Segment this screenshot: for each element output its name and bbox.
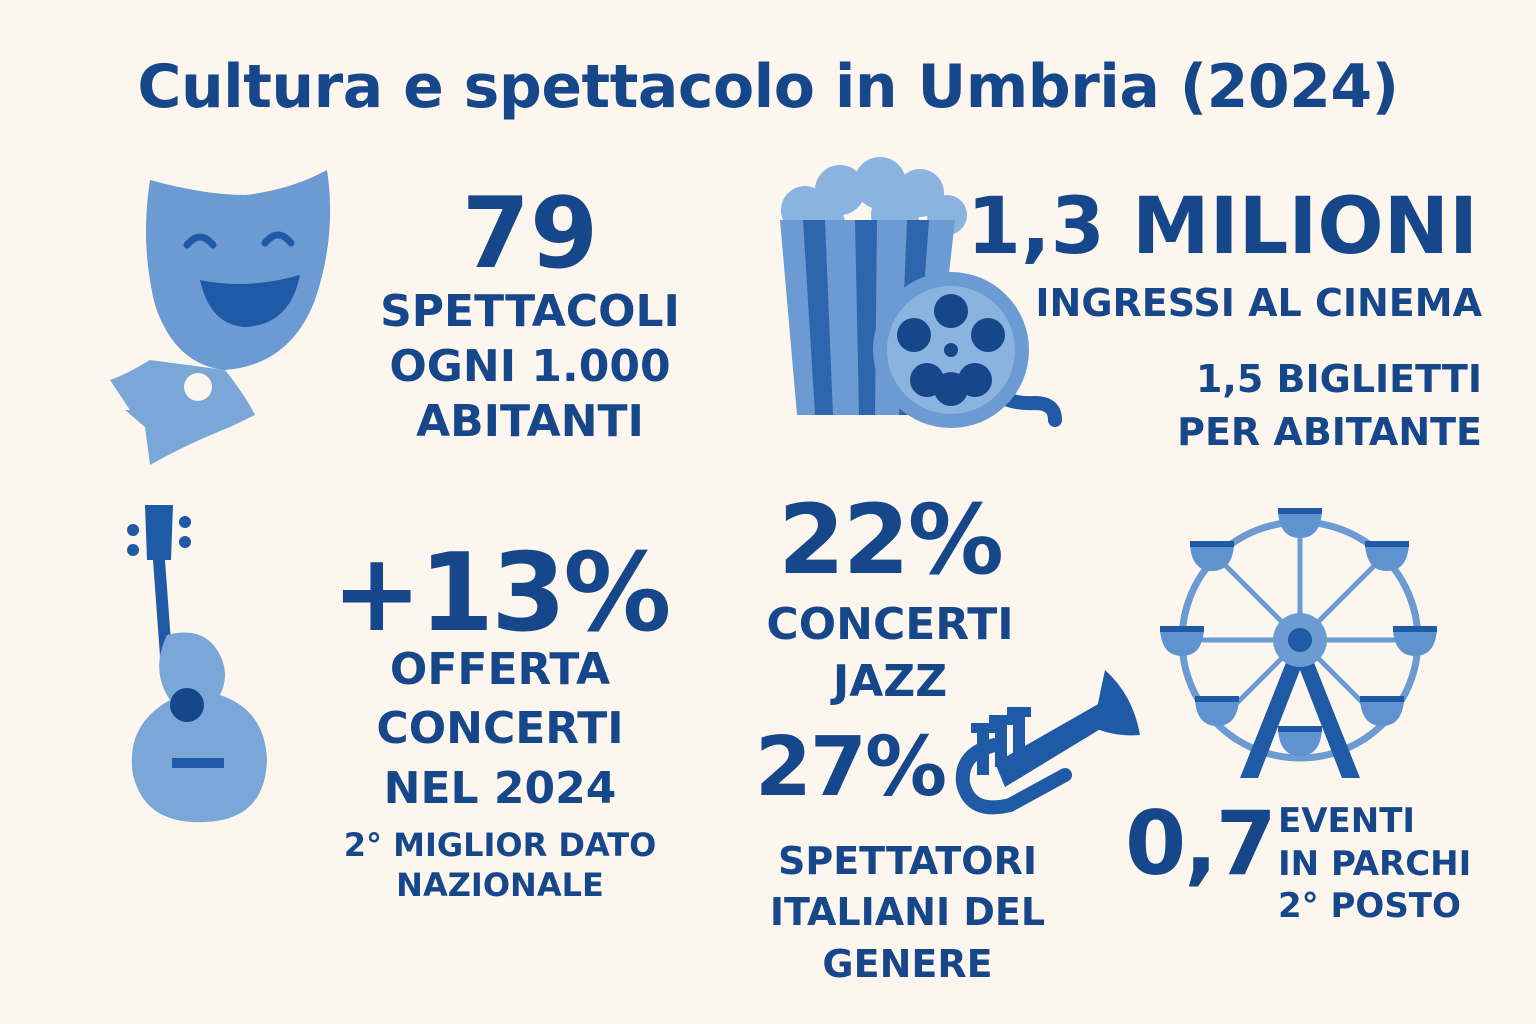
concerts-label-line: NEL 2024 <box>383 762 617 814</box>
cinema-value: 1,3 MILIONI <box>966 182 1478 272</box>
concerts-label-line: OFFERTA <box>389 644 611 695</box>
jazz-spectators-value: 27% <box>754 720 947 815</box>
concerts-note: 2° MIGLIOR DATO NAZIONALE <box>330 825 670 905</box>
parks-label-line: 2° POSTO <box>1278 886 1461 926</box>
cinema-label: INGRESSI AL CINEMA <box>1035 281 1482 325</box>
ferris-wheel-icon <box>1160 508 1437 778</box>
concerts-note-line: NAZIONALE <box>396 866 604 904</box>
trumpet-icon <box>955 670 1140 815</box>
concerts-label-line: CONCERTI <box>376 703 624 755</box>
jazz-spectators-label-line: SPETTATORI <box>777 839 1038 883</box>
parks-label-line: EVENTI <box>1278 801 1416 841</box>
parks-label-line: IN PARCHI <box>1278 843 1472 884</box>
jazz-label-line: JAZZ <box>832 656 948 708</box>
cinema-sub-line: PER ABITANTE <box>1177 410 1482 455</box>
parks-value: 0,7 <box>1125 792 1277 895</box>
popcorn-film-reel-icon <box>780 157 1062 428</box>
jazz-spectators-label: SPETTATORI ITALIANI DEL GENERE <box>695 836 1120 990</box>
page-title: Cultura e spettacolo in Umbria (2024) <box>137 52 1399 122</box>
theatre-label-line: ABITANTI <box>416 396 644 447</box>
jazz-spectators-label-line: ITALIANI DEL GENERE <box>769 890 1046 986</box>
theatre-label-line: SPETTACOLI <box>380 286 680 337</box>
jazz-label: CONCERTI JAZZ <box>740 596 1040 710</box>
jazz-value: 22% <box>778 484 1004 596</box>
theatre-value: 79 <box>461 177 599 291</box>
guitar-icon <box>127 505 267 823</box>
concerts-label: OFFERTA CONCERTI NEL 2024 <box>330 640 670 818</box>
cinema-sub-line: 1,5 BIGLIETTI <box>1195 357 1482 401</box>
concerts-note-line: 2° MIGLIOR DATO <box>343 826 657 864</box>
jazz-label-line: CONCERTI <box>766 599 1014 650</box>
parks-label: EVENTI IN PARCHI 2° POSTO <box>1278 800 1518 928</box>
theatre-label-line: OGNI 1.000 <box>389 341 671 392</box>
theatre-mask-icon <box>110 170 331 465</box>
theatre-label: SPETTACOLI OGNI 1.000 ABITANTI <box>340 284 720 449</box>
cinema-sub: 1,5 BIGLIETTI PER ABITANTE <box>1060 353 1482 459</box>
concerts-value: +13% <box>331 531 672 656</box>
